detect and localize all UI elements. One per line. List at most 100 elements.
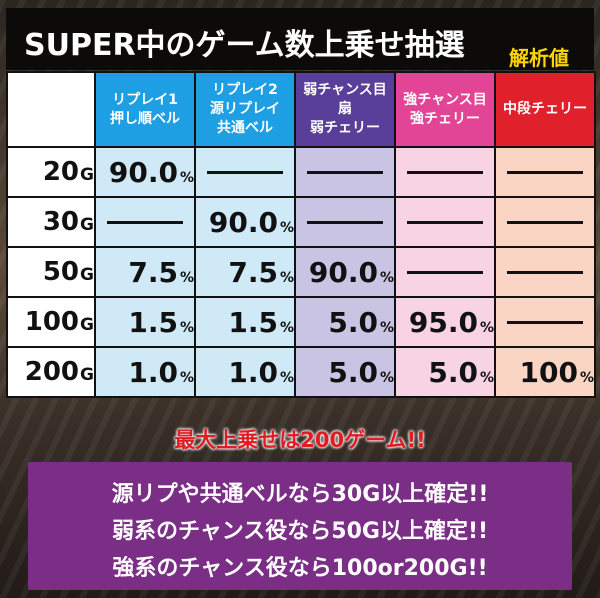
column-header: リプレイ1 押し順ベル xyxy=(94,71,196,148)
probability-cell: 5.0% xyxy=(394,346,496,398)
probability-cell xyxy=(494,146,596,198)
probability-cell: 95.0% xyxy=(394,296,496,348)
probability-value: 90.0 xyxy=(108,155,178,189)
info-line: 源リプや共通ベルなら30G以上確定!! xyxy=(111,482,489,507)
probability-cell: 90.0% xyxy=(194,196,296,248)
probability-value: 95.0 xyxy=(408,305,478,339)
games-value: 50 xyxy=(42,257,80,287)
analysis-tag: 解析値 xyxy=(509,46,569,70)
probability-cell: 1.0% xyxy=(94,346,196,398)
games-cell: 20G xyxy=(6,146,96,198)
table-row: 30G 90.0% xyxy=(6,196,596,248)
dash-mark xyxy=(407,220,483,224)
percent-unit: % xyxy=(279,319,294,336)
games-value: 20 xyxy=(42,157,80,187)
info-box: 源リプや共通ベルなら30G以上確定!! 弱系のチャンス役なら50G以上確定!! … xyxy=(28,462,572,590)
table-row: 50G 7.5% 7.5% 90.0% xyxy=(6,246,596,298)
percent-unit: % xyxy=(179,269,194,286)
column-header-line: 弱チェリー xyxy=(310,120,380,136)
dash-mark xyxy=(507,320,583,324)
column-header-line: 中段チェリー xyxy=(503,101,587,117)
info-line: 弱系のチャンス役なら50G以上確定!! xyxy=(111,519,489,544)
dash-mark xyxy=(107,220,183,224)
probability-cell xyxy=(494,296,596,348)
probability-value: 5.0 xyxy=(328,305,378,339)
probability-cell: 100% xyxy=(494,346,596,398)
percent-unit: % xyxy=(179,319,194,336)
column-header-line: リプレイ2 xyxy=(212,82,278,98)
probability-cell: 7.5% xyxy=(194,246,296,298)
games-unit: G xyxy=(80,365,94,385)
probability-value: 5.0 xyxy=(428,355,478,389)
dash-mark xyxy=(407,270,483,274)
probability-value: 1.0 xyxy=(228,355,278,389)
games-unit: G xyxy=(80,265,94,285)
probability-cell: 1.0% xyxy=(194,346,296,398)
probability-cell: 5.0% xyxy=(294,346,396,398)
probability-value: 1.5 xyxy=(128,305,178,339)
column-header-line: 源リプレイ xyxy=(210,101,280,117)
percent-unit: % xyxy=(279,369,294,386)
percent-unit: % xyxy=(279,269,294,286)
dash-mark xyxy=(507,170,583,174)
column-header-line: 強チェリー xyxy=(410,110,480,127)
column-header-line: 強チャンス目 xyxy=(403,91,487,108)
table-header-row: 上乗せ リプレイ1 押し順ベル リプレイ2 源リプレイ 共通ベル 弱チャンス目 … xyxy=(6,71,596,148)
column-header: リプレイ2 源リプレイ 共通ベル xyxy=(194,71,296,148)
table-row: 200G 1.0% 1.0% 5.0% 5.0% 100% xyxy=(6,346,596,398)
info-line: 強系のチャンス役なら100or200G!! xyxy=(112,556,488,581)
games-cell: 30G xyxy=(6,196,96,248)
probability-value: 1.0 xyxy=(128,355,178,389)
percent-unit: % xyxy=(479,369,494,386)
percent-unit: % xyxy=(179,369,194,386)
probability-cell xyxy=(394,196,496,248)
probability-value: 5.0 xyxy=(328,355,378,389)
column-header-line: 押し順ベル xyxy=(110,110,180,127)
column-header: 中段チェリー xyxy=(494,71,596,148)
probability-cell xyxy=(294,196,396,248)
probability-cell xyxy=(294,146,396,198)
probability-value: 1.5 xyxy=(228,305,278,339)
probability-cell xyxy=(394,146,496,198)
percent-unit: % xyxy=(579,369,594,386)
probability-cell xyxy=(194,146,296,198)
probability-cell: 90.0% xyxy=(294,246,396,298)
probability-cell xyxy=(494,196,596,248)
column-header-line: リプレイ1 xyxy=(112,91,178,108)
games-unit: G xyxy=(80,165,94,185)
column-header-line: 扇 xyxy=(338,101,352,117)
games-cell: 200G xyxy=(6,346,96,398)
probability-cell: 7.5% xyxy=(94,246,196,298)
dash-mark xyxy=(307,170,383,174)
column-header: 弱チャンス目 扇 弱チェリー xyxy=(294,71,396,148)
column-header-line: 弱チャンス目 xyxy=(303,82,387,98)
column-header: 強チャンス目 強チェリー xyxy=(394,71,496,148)
dash-mark xyxy=(307,220,383,224)
games-unit: G xyxy=(80,315,94,335)
probability-value: 7.5 xyxy=(128,255,178,289)
probability-cell: 1.5% xyxy=(94,296,196,348)
dash-mark xyxy=(207,170,283,174)
lottery-table: 上乗せ リプレイ1 押し順ベル リプレイ2 源リプレイ 共通ベル 弱チャンス目 … xyxy=(6,71,596,398)
max-bonus-note: 最大上乗せは200ゲーム!! xyxy=(174,428,426,452)
probability-cell: 90.0% xyxy=(94,146,196,198)
probability-value: 100 xyxy=(519,355,578,389)
probability-value: 90.0 xyxy=(308,255,378,289)
percent-unit: % xyxy=(479,319,494,336)
table-row: 20G 90.0% xyxy=(6,146,596,198)
games-value: 100 xyxy=(24,307,80,337)
dash-mark xyxy=(507,270,583,274)
games-cell: 50G xyxy=(6,246,96,298)
percent-unit: % xyxy=(379,369,394,386)
probability-cell: 1.5% xyxy=(194,296,296,348)
percent-unit: % xyxy=(379,269,394,286)
title-bar: SUPER中のゲーム数上乗せ抽選 解析値 xyxy=(6,8,594,70)
games-value: 30 xyxy=(42,207,80,237)
dash-mark xyxy=(507,220,583,224)
table-row: 100G 1.5% 1.5% 5.0% 95.0% xyxy=(6,296,596,348)
page-title: SUPER中のゲーム数上乗せ抽選 xyxy=(24,28,465,63)
probability-value: 90.0 xyxy=(208,205,278,239)
corner-label: 上乗せ xyxy=(6,71,96,148)
column-header-line: 共通ベル xyxy=(217,120,273,136)
probability-cell xyxy=(94,196,196,248)
